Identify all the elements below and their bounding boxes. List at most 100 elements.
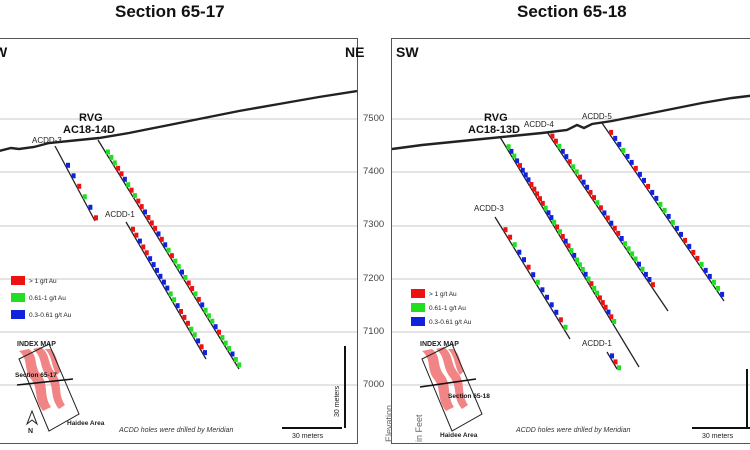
assay-interval-tick — [94, 215, 98, 221]
assay-interval-tick — [552, 219, 557, 225]
assay-interval-tick — [163, 242, 168, 248]
collar-label: AC18-13D — [468, 124, 520, 136]
assay-interval-tick — [654, 195, 659, 201]
index-map: INDEX MAP Section 65-18 Haidee Area — [419, 341, 490, 439]
assay-interval-tick — [598, 205, 603, 211]
orientation-label-left-w: W — [0, 44, 8, 60]
assay-interval-tick — [619, 236, 624, 241]
assay-interval-tick — [592, 195, 596, 201]
assay-interval-tick — [182, 314, 187, 320]
assay-interval-tick — [112, 160, 117, 166]
assay-interval-tick — [189, 326, 194, 332]
legend-label-mid: 0.61-1 g/t Au — [429, 305, 466, 312]
hole-label-acdd-1: ACDD-1 — [105, 210, 135, 219]
legend-label-mid: 0.61-1 g/t Au — [29, 295, 66, 302]
assay-interval-tick — [633, 256, 638, 262]
assay-interval-tick — [546, 210, 551, 216]
assay-interval-tick — [155, 267, 159, 273]
assay-interval-tick — [522, 257, 526, 263]
assay-interval-tick — [610, 353, 614, 359]
assay-interval-tick — [637, 261, 641, 267]
assay-interval-tick — [550, 133, 555, 139]
assay-interval-tick — [192, 332, 197, 338]
assay-interval-tick — [143, 209, 147, 215]
section-panel-right: RVG AC18-13D ACDD-4 ACDD-5 ACDD-3 ACDD-1… — [391, 38, 750, 444]
assay-interval-tick — [630, 251, 635, 257]
assay-interval-tick — [508, 234, 513, 240]
hole-label-acdd-1: ACDD-1 — [582, 339, 612, 348]
assay-interval-tick — [633, 165, 638, 171]
assay-interval-tick — [203, 350, 207, 356]
assay-interval-tick — [646, 183, 651, 189]
assay-interval-tick — [716, 285, 720, 291]
assay-interval-tick — [230, 351, 235, 357]
assay-interval-tick — [71, 173, 76, 179]
footnote-left: ACDD holes were drilled by Meridian — [118, 427, 233, 434]
orientation-label-sw: SW — [396, 44, 419, 60]
assay-interval-tick — [193, 291, 198, 297]
assay-interval-tick — [237, 362, 242, 368]
assay-interval-tick — [543, 205, 548, 211]
grade-legend: > 1 g/t Au 0.61-1 g/t Au 0.3-0.61 g/t Au — [11, 276, 72, 319]
assay-interval-tick — [589, 281, 594, 287]
assay-interval-tick — [560, 148, 565, 154]
svg-text:30 meters: 30 meters — [334, 385, 341, 417]
drill-hole-acdd-1 — [606, 351, 618, 370]
topography-line — [392, 94, 750, 151]
assay-interval-tick — [567, 159, 572, 165]
assay-interval-tick — [555, 224, 560, 230]
assay-interval-tick — [180, 269, 184, 275]
assay-interval-tick — [141, 244, 146, 250]
assay-interval-tick — [66, 162, 70, 168]
assay-interval-tick — [625, 153, 630, 159]
orientation-label-ne: NE — [345, 44, 365, 60]
assay-interval-tick — [134, 232, 139, 238]
assay-interval-tick — [578, 174, 583, 180]
assay-interval-tick — [613, 359, 618, 365]
assay-interval-tick — [172, 297, 177, 303]
assay-interval-ticks-left — [66, 149, 242, 368]
assay-interval-tick — [166, 247, 171, 253]
drill-hole-ac18-14d — [97, 139, 240, 370]
assay-interval-tick — [538, 196, 542, 202]
assay-interval-tick — [560, 234, 565, 239]
assay-interval-tick — [109, 154, 114, 160]
assay-interval-tick — [200, 302, 205, 308]
drill-hole-acdd-3 — [494, 216, 571, 340]
assay-interval-tick — [512, 153, 517, 159]
assay-interval-tick — [575, 257, 580, 263]
collar-label: AC18-14D — [63, 124, 115, 136]
assay-interval-tick — [606, 309, 611, 315]
assay-interval-tick — [169, 253, 174, 259]
elevation-gridlines — [392, 118, 750, 386]
hole-label-acdd-3: ACDD-3 — [474, 204, 504, 213]
elevation-axis-label: Elevation in Feet — [384, 404, 424, 442]
hole-label-acdd-5: ACDD-5 — [582, 112, 612, 121]
assay-interval-tick — [148, 256, 153, 262]
assay-interval-tick — [586, 276, 591, 282]
assay-interval-tick — [609, 220, 614, 226]
assay-interval-tick — [503, 227, 508, 233]
assay-interval-tick — [156, 231, 161, 237]
assay-interval-tick — [637, 171, 642, 177]
assay-interval-ticks-right — [503, 129, 725, 371]
assay-interval-tick — [190, 286, 195, 291]
assay-interval-tick — [564, 154, 569, 160]
assay-interval-tick — [687, 243, 692, 249]
assay-interval-tick — [136, 198, 141, 204]
rvg-label: RVG — [484, 112, 508, 124]
assay-interval-tick — [623, 241, 628, 247]
index-map: INDEX MAP Section 65-17 Haidee Area N — [15, 341, 105, 435]
assay-interval-tick — [159, 236, 164, 242]
assay-interval-tick — [526, 264, 531, 270]
assay-interval-tick — [699, 261, 704, 267]
assay-interval-tick — [602, 210, 607, 216]
assay-interval-tick — [647, 277, 652, 282]
assay-interval-tick — [217, 329, 221, 335]
assay-interval-tick — [588, 189, 593, 195]
assay-interval-tick — [168, 291, 173, 297]
assay-interval-tick — [233, 357, 238, 362]
assay-interval-tick — [186, 280, 191, 286]
assay-interval-tick — [173, 258, 178, 264]
assay-interval-tick — [711, 279, 716, 285]
